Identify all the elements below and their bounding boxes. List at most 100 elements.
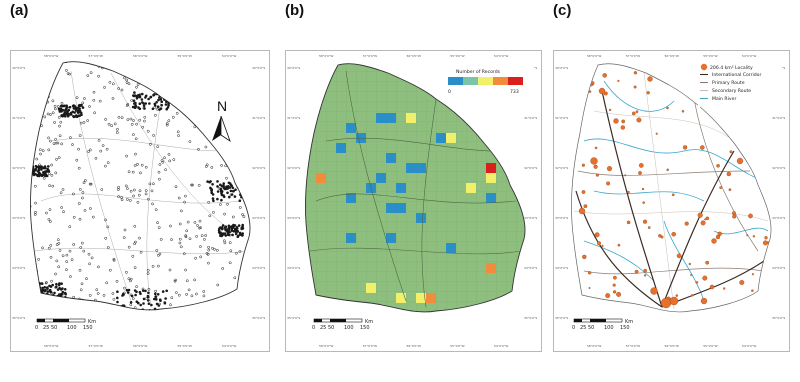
record-point — [175, 291, 178, 294]
record-point — [231, 300, 235, 304]
record-point — [88, 182, 92, 186]
record-point — [239, 281, 243, 284]
record-point — [87, 252, 91, 256]
record-point — [142, 104, 146, 108]
locality-point — [581, 190, 586, 194]
record-point — [120, 196, 123, 199]
record-point — [235, 226, 239, 229]
record-point — [46, 167, 49, 171]
record-point — [64, 296, 67, 299]
latitude-tick-label: 31°0'0"S — [287, 116, 300, 120]
record-point — [30, 150, 32, 154]
top-ticks-b: 58°0'0"W 57°0'0"W 56°0'0"W 55°0'0"W 54°0'0"W — [319, 54, 508, 58]
record-point — [210, 191, 213, 194]
locality-point — [575, 284, 580, 289]
record-cell — [396, 183, 406, 193]
locality-point — [635, 110, 639, 114]
record-point — [164, 297, 167, 300]
locality-point — [606, 166, 613, 172]
record-point — [232, 161, 236, 165]
record-point — [137, 193, 141, 197]
record-point — [74, 108, 78, 111]
locality-point — [711, 238, 717, 244]
legend-item-label: Primary Route — [712, 80, 745, 86]
record-point — [245, 186, 248, 189]
map-a: 58°0'0"W 57°0'0"W 56°0'0"W 55°0'0"W 54°0'0"W… — [12, 54, 265, 348]
latitude-tick-label: 35°0'0"S — [252, 316, 265, 320]
record-point — [133, 106, 137, 110]
record-point — [60, 206, 63, 209]
record-point — [78, 134, 82, 137]
record-cells — [316, 113, 496, 303]
locality-point — [740, 147, 745, 152]
longitude-tick-label: 58°0'0"W — [44, 344, 58, 348]
record-point — [152, 182, 155, 186]
record-point — [155, 101, 158, 104]
record-point — [152, 314, 155, 317]
record-point — [30, 306, 32, 309]
locality-point — [641, 187, 645, 191]
record-point — [163, 156, 166, 160]
record-point — [153, 307, 157, 310]
record-point — [40, 124, 43, 128]
record-point — [215, 311, 217, 313]
record-point — [173, 78, 177, 82]
scale-bar-label: 25 — [43, 325, 49, 331]
locality-point — [671, 231, 676, 237]
record-point — [170, 238, 173, 241]
record-point — [212, 199, 215, 203]
record-point — [35, 281, 38, 285]
longitude-tick-label: 57°0'0"W — [626, 54, 640, 58]
record-point — [144, 289, 147, 293]
record-point — [155, 302, 159, 306]
record-point — [238, 136, 242, 139]
scale-bar-unit: Km — [365, 319, 373, 325]
record-point — [240, 233, 243, 236]
record-point — [37, 165, 41, 168]
record-point — [41, 286, 44, 290]
record-point — [134, 62, 138, 65]
record-point — [241, 223, 244, 227]
record-point — [147, 291, 150, 295]
record-point — [82, 181, 86, 185]
record-point — [46, 76, 49, 80]
scale-bar-label: 0 — [572, 325, 575, 331]
record-point — [33, 113, 37, 116]
latitude-tick-label: 30°0'0"S — [555, 66, 568, 70]
record-point — [31, 145, 35, 149]
longitude-tick-label: 55°0'0"W — [450, 54, 464, 58]
record-point — [239, 107, 243, 111]
record-point — [188, 237, 192, 241]
record-point — [89, 182, 93, 186]
graticule-a: 58°0'0"W 57°0'0"W 56°0'0"W 55°0'0"W 54°0'0"W… — [12, 54, 265, 348]
record-point — [126, 118, 130, 121]
record-point — [30, 121, 34, 125]
locality-point — [581, 163, 585, 167]
record-point — [46, 170, 49, 173]
record-point — [184, 194, 187, 198]
record-point — [41, 246, 44, 250]
record-point — [128, 199, 132, 202]
record-point — [143, 107, 146, 110]
locality-point — [587, 300, 591, 303]
record-point — [59, 120, 63, 124]
record-point — [140, 98, 144, 101]
scale-bar-label: 50 — [51, 325, 57, 331]
record-point — [211, 76, 214, 80]
locality-point — [738, 134, 743, 138]
record-point — [141, 289, 145, 292]
locality-point — [643, 268, 647, 273]
record-point — [141, 125, 145, 129]
panel-label-a: (a) — [10, 2, 29, 19]
record-point — [62, 210, 65, 214]
longitude-tick-label: 58°0'0"W — [587, 54, 601, 58]
record-point — [204, 145, 208, 149]
locality-point — [688, 262, 691, 266]
longitude-tick-label: 57°0'0"W — [89, 54, 103, 58]
graticule-b: 58°0'0"W 57°0'0"W 56°0'0"W 55°0'0"W 54°0'0"W… — [287, 54, 537, 348]
record-point — [81, 101, 85, 105]
record-point — [152, 93, 156, 96]
record-point — [88, 148, 92, 152]
record-point — [37, 168, 41, 172]
